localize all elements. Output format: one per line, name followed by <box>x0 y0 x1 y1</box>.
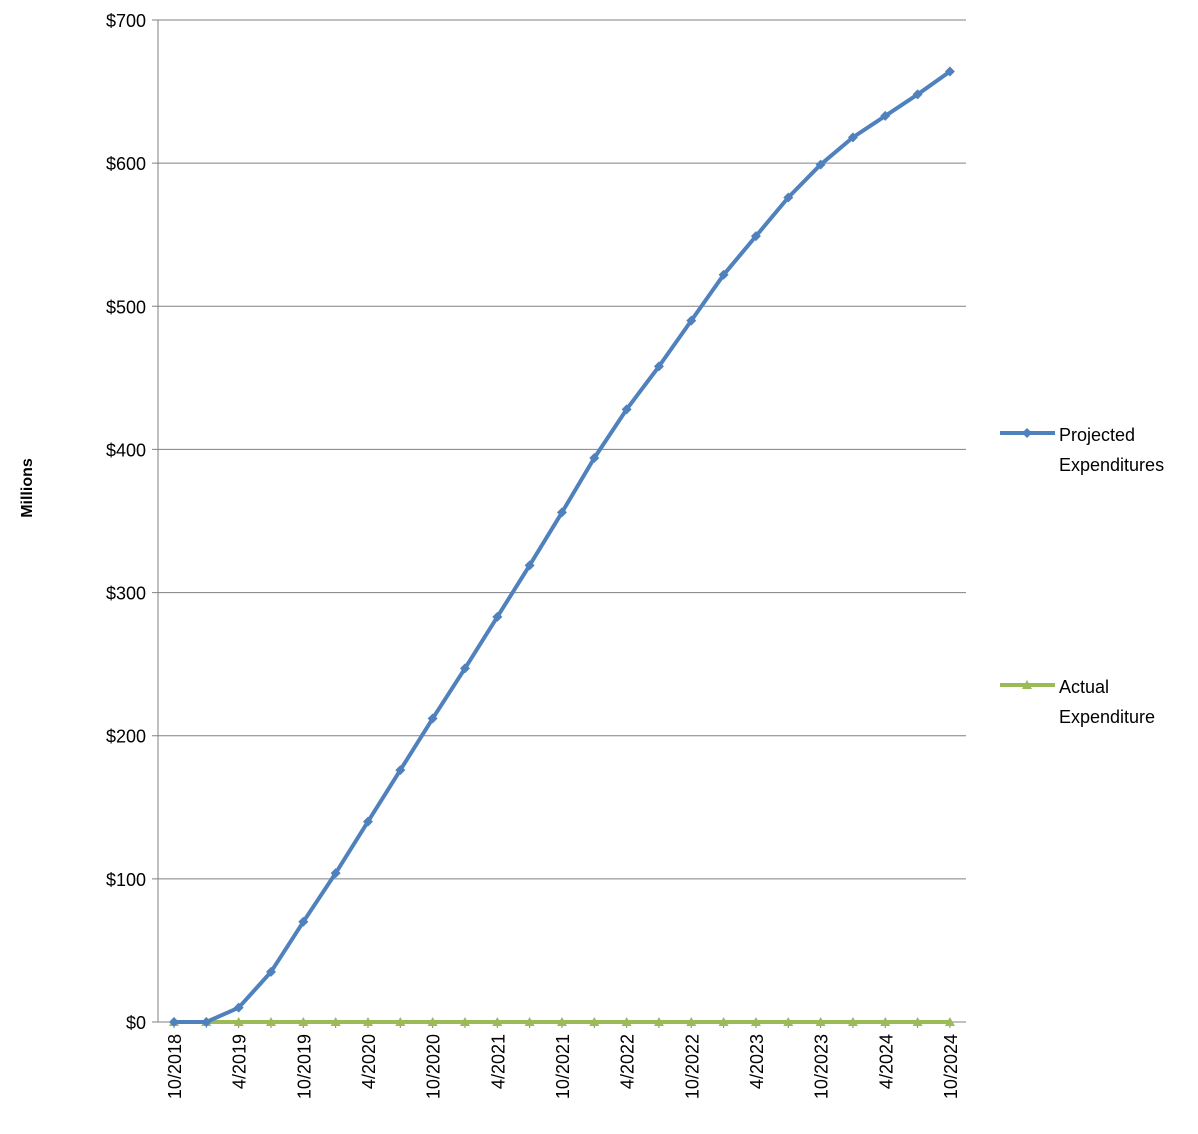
data-point-marker <box>362 1017 373 1026</box>
data-point-marker <box>492 1017 503 1026</box>
legend-label: Projected <box>1059 425 1135 445</box>
x-tick-label: 4/2023 <box>747 1034 767 1089</box>
data-point-marker <box>492 611 503 622</box>
y-axis-ticks: $0 $100 $200 $300 $400 $500 $600 $700 <box>106 11 146 1033</box>
data-point-marker <box>847 1017 858 1026</box>
data-point-marker <box>233 1002 244 1013</box>
data-point-marker <box>589 1017 600 1026</box>
legend-label: Expenditure <box>1059 707 1155 727</box>
x-tick-label: 4/2024 <box>876 1034 896 1089</box>
x-tick-label: 10/2018 <box>165 1034 185 1099</box>
data-point-marker <box>265 966 276 977</box>
data-point-marker <box>912 1017 923 1026</box>
data-point-marker <box>169 1017 179 1027</box>
x-axis-ticks: 10/2018 4/2019 10/2019 4/2020 10/2020 4/2021 1… <box>165 1022 961 1099</box>
data-point-marker <box>750 1017 761 1026</box>
legend-label: Expenditures <box>1059 455 1164 475</box>
data-point-marker <box>427 713 438 724</box>
data-point-marker <box>330 868 341 879</box>
x-tick-label: 10/2023 <box>812 1034 832 1099</box>
y-tick-label: $600 <box>106 154 146 174</box>
data-point-marker <box>912 89 923 100</box>
y-tick-label: $700 <box>106 11 146 31</box>
data-point-marker <box>556 1017 567 1026</box>
data-point-marker <box>621 404 632 415</box>
x-tick-label: 4/2022 <box>618 1034 638 1089</box>
plot-series <box>169 66 955 1027</box>
legend-label: Actual <box>1059 677 1109 697</box>
y-tick-label: $400 <box>106 440 146 460</box>
data-point-marker <box>459 663 470 674</box>
data-point-marker <box>847 132 858 143</box>
data-point-marker <box>686 1017 697 1026</box>
y-tick-label: $500 <box>106 297 146 317</box>
series-line <box>174 69 952 1024</box>
x-tick-label: 4/2020 <box>359 1034 379 1089</box>
y-tick-label: $100 <box>106 870 146 890</box>
x-tick-label: 10/2022 <box>682 1034 702 1099</box>
data-point-marker <box>880 1017 891 1026</box>
data-point-marker <box>621 1017 632 1026</box>
data-point-marker <box>718 269 729 280</box>
data-point-marker <box>524 1017 535 1026</box>
y-tick-label: $300 <box>106 584 146 604</box>
data-point-marker <box>395 1017 406 1026</box>
legend-entry: Projected Expenditures <box>1000 425 1164 475</box>
data-point-marker <box>459 1017 470 1026</box>
data-point-marker <box>944 66 955 77</box>
x-tick-label: 10/2021 <box>553 1034 573 1099</box>
series-actual <box>169 1017 955 1026</box>
data-point-marker <box>362 816 373 827</box>
y-axis-title: Millions <box>19 458 36 518</box>
gridlines <box>152 19 966 1023</box>
data-point-marker <box>783 192 794 203</box>
axes <box>157 20 966 1023</box>
data-point-marker <box>783 1017 794 1026</box>
y-tick-label: $0 <box>126 1013 146 1033</box>
data-point-marker <box>589 453 600 464</box>
y-tick-label: $200 <box>106 727 146 747</box>
data-point-marker <box>815 1017 826 1026</box>
x-tick-label: 10/2019 <box>294 1034 314 1099</box>
data-point-marker <box>1022 680 1032 689</box>
data-point-marker <box>750 231 761 242</box>
data-point-marker <box>427 1017 438 1026</box>
data-point-marker <box>298 916 309 927</box>
x-tick-label: 10/2020 <box>424 1034 444 1099</box>
x-tick-label: 10/2024 <box>941 1034 961 1099</box>
x-tick-label: 4/2019 <box>230 1034 250 1089</box>
data-point-marker <box>944 1017 955 1026</box>
data-point-marker <box>880 110 891 121</box>
data-point-marker <box>298 1017 309 1026</box>
x-tick-label: 4/2021 <box>488 1034 508 1089</box>
data-point-marker <box>686 315 697 326</box>
data-point-marker <box>330 1017 341 1026</box>
series-projected <box>169 66 955 1027</box>
legend: Projected Expenditures Actual Expenditure <box>1000 425 1164 727</box>
data-point-marker <box>815 159 826 170</box>
data-point-marker <box>201 1017 212 1027</box>
data-point-marker <box>233 1017 244 1026</box>
data-point-marker <box>524 560 535 571</box>
data-point-marker <box>653 1017 664 1026</box>
data-point-marker <box>556 507 567 518</box>
data-point-marker <box>653 361 664 372</box>
data-point-marker <box>265 1017 276 1026</box>
data-point-marker <box>395 765 406 776</box>
data-point-marker <box>718 1017 729 1026</box>
legend-entry: Actual Expenditure <box>1000 677 1155 727</box>
data-point-marker <box>1022 428 1032 438</box>
